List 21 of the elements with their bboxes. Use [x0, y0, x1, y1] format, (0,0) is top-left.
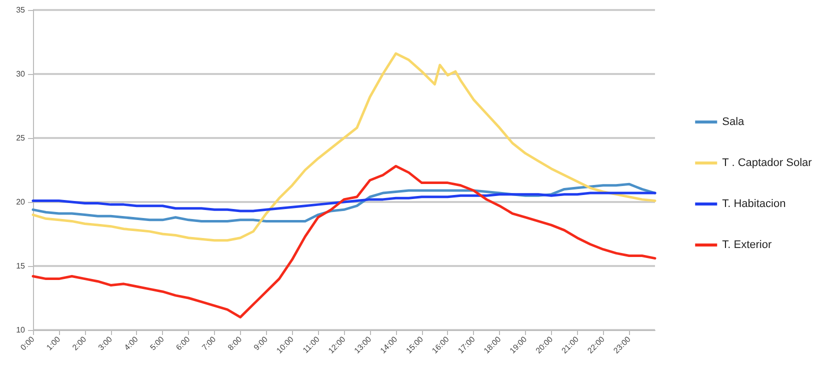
x-tick-label: 0:00: [18, 334, 37, 352]
y-tick-label: 20: [16, 198, 26, 206]
y-tick-label: 10: [16, 326, 26, 334]
legend-label: T. Exterior: [722, 239, 772, 251]
y-tick-label: 15: [16, 262, 26, 270]
line-series: [32, 52, 656, 242]
legend-label: Sala: [722, 116, 746, 128]
y-tick-label: 35: [16, 6, 26, 14]
line-series: [32, 164, 656, 318]
x-tick-label: 3:00: [96, 334, 114, 352]
line-series: [32, 192, 656, 212]
legend-label: T. Habitacion: [722, 198, 786, 210]
x-tick-label: 5:00: [148, 334, 166, 352]
y-tick-label: 25: [16, 134, 26, 142]
x-tick-label: 8:00: [226, 334, 244, 352]
y-tick-label: 30: [16, 70, 26, 78]
x-tick-label: 7:00: [200, 334, 218, 352]
x-tick-label: 9:00: [252, 334, 270, 352]
x-tick-label: 4:00: [122, 334, 140, 352]
legend-label: T . Captador Solar: [722, 157, 812, 169]
x-tick-label: 6:00: [174, 334, 192, 352]
